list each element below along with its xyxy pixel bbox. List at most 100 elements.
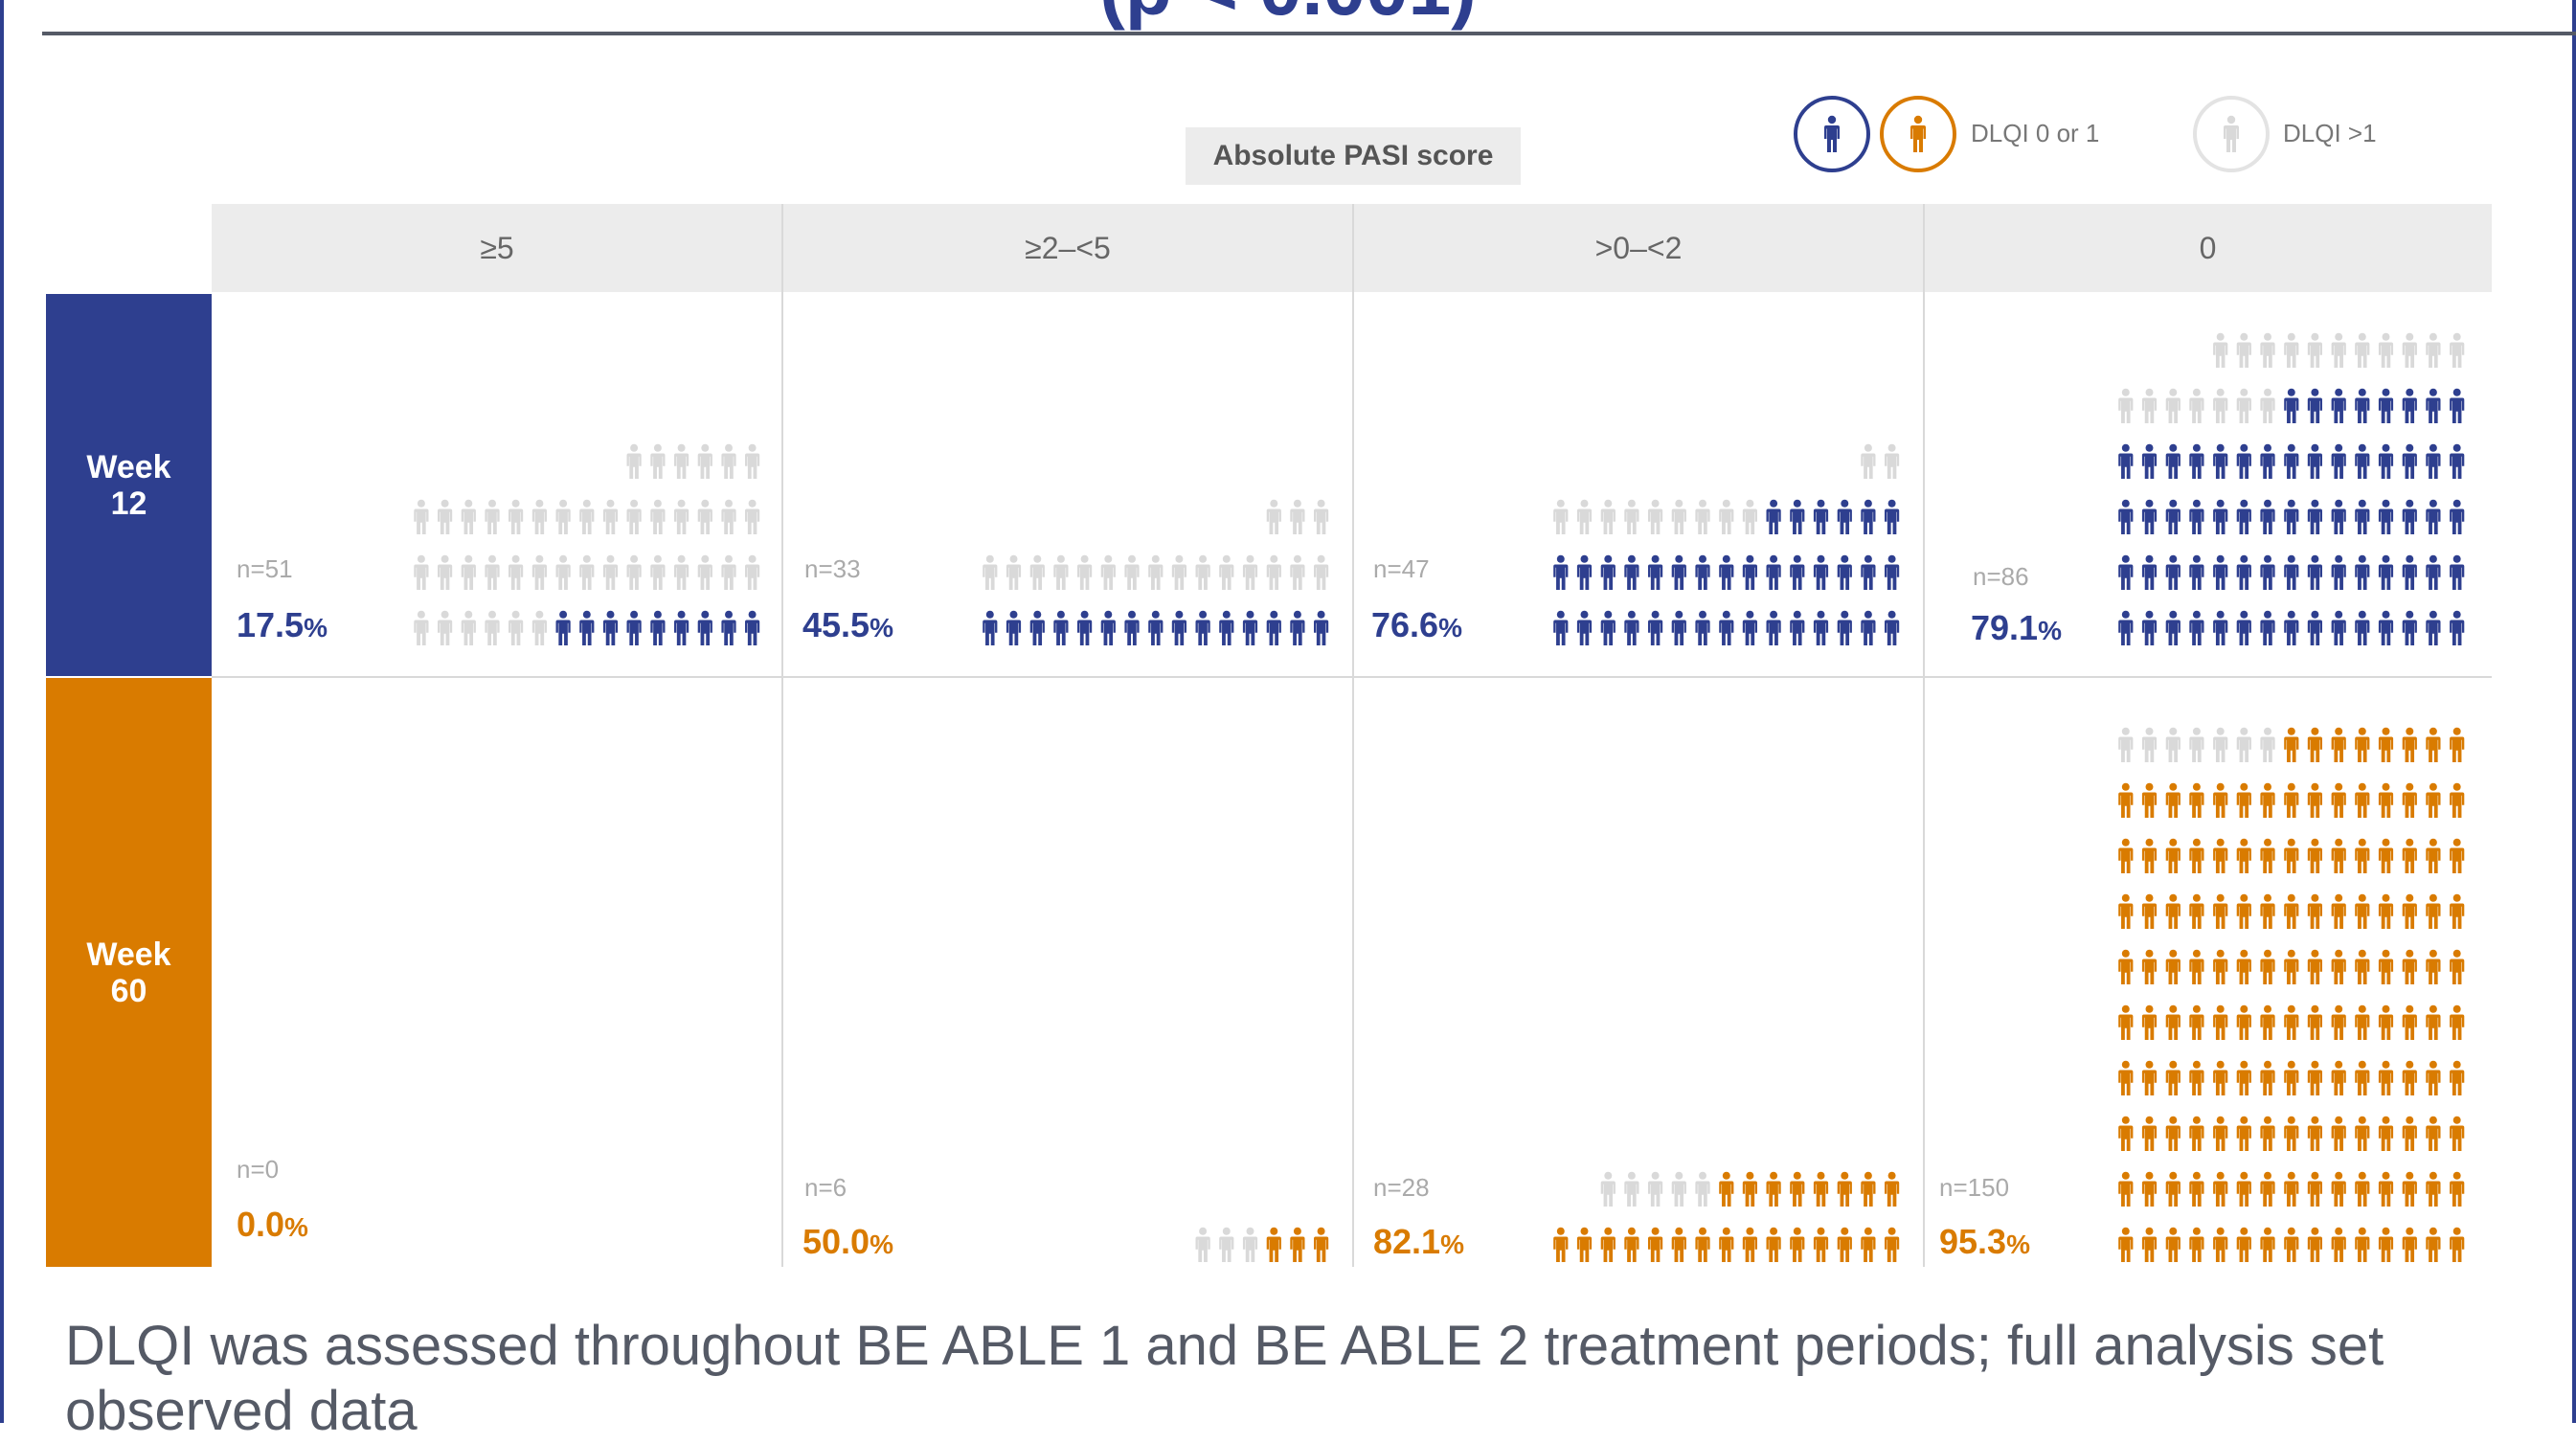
person-icon-nonresponder (1742, 499, 1757, 535)
person-icon-responder (2402, 949, 2417, 985)
person-icon-nonresponder (1242, 554, 1258, 591)
person-icon-responder (2331, 838, 2346, 874)
person-icon-responder (2118, 443, 2134, 480)
person-icon-responder (2118, 1227, 2134, 1263)
person-icon-responder (1219, 610, 1234, 646)
legend-nonresponder-label: DLQI >1 (2283, 119, 2377, 147)
legend-responder-week12-icon (1794, 96, 1870, 172)
person-icon-responder (1053, 610, 1069, 646)
person-icon-responder (1695, 554, 1710, 591)
person-icon-responder (2236, 499, 2251, 535)
person-icon-nonresponder (983, 554, 998, 591)
person-icon-responder (1624, 554, 1639, 591)
person-icon-responder (2402, 1004, 2417, 1041)
person-icon-nonresponder (1600, 499, 1616, 535)
person-icon-responder (2141, 610, 2158, 646)
person-icon-responder (2189, 838, 2204, 874)
person-icon-nonresponder (1124, 554, 1140, 591)
person-icon-responder (2165, 499, 2181, 535)
person-icon-responder (1719, 554, 1734, 591)
person-icon-nonresponder (2189, 727, 2204, 763)
row-label-week12-line2: 12 (110, 485, 147, 522)
person-icon-responder (2378, 949, 2394, 985)
person-icon-nonresponder (2213, 727, 2228, 763)
person-icon-nonresponder (461, 554, 476, 591)
person-icon-nonresponder (602, 554, 619, 591)
person-icon-responder (2118, 1116, 2134, 1152)
person-icon-responder (2141, 499, 2158, 535)
person-icon-nonresponder (1266, 499, 1281, 535)
person-icon-nonresponder (508, 499, 524, 535)
person-icon-responder (1766, 1227, 1781, 1263)
person-icon-responder (2426, 499, 2441, 535)
column-header-0-2: >0–<2 (1594, 230, 1683, 265)
person-icon-responder (2355, 727, 2370, 763)
person-icon-responder (1861, 499, 1876, 535)
person-icon-responder (2402, 1171, 2417, 1207)
person-icon-responder (1266, 610, 1281, 646)
person-icon-responder (2307, 499, 2322, 535)
person-icon-nonresponder (2118, 388, 2134, 424)
person-icon-nonresponder (674, 443, 689, 480)
person-icon-responder (1885, 1227, 1900, 1263)
person-icon-nonresponder (438, 554, 453, 591)
person-icon-nonresponder (674, 499, 689, 535)
person-icon-nonresponder (2236, 727, 2251, 763)
person-icon-responder (2141, 1004, 2158, 1041)
person-icon-responder (2189, 1060, 2204, 1096)
person-icon-responder (2450, 388, 2465, 424)
person-icon-nonresponder (650, 443, 666, 480)
person-icon-responder (2284, 443, 2299, 480)
legend-responder-week60-icon (1880, 96, 1956, 172)
percent-label-w60-c3: 82.1% (1373, 1222, 1464, 1261)
person-icon-responder (2402, 388, 2417, 424)
person-icon-responder (1837, 1227, 1852, 1263)
person-icon-responder (2165, 893, 2181, 930)
person-icon-responder (2426, 610, 2441, 646)
row-label-week60-line1: Week (86, 936, 171, 973)
person-icon-nonresponder (485, 554, 500, 591)
person-icon-responder (2141, 1171, 2158, 1207)
person-icon-nonresponder (626, 554, 642, 591)
person-icon-responder (2426, 1004, 2441, 1041)
person-icon-responder (2165, 443, 2181, 480)
person-icon-nonresponder (2450, 332, 2465, 369)
percent-label-w60-c4: 95.3% (1939, 1222, 2030, 1261)
person-icon-responder (1790, 499, 1805, 535)
person-icon-responder (1600, 610, 1616, 646)
person-icon-responder (2450, 1171, 2465, 1207)
person-icon-nonresponder (438, 499, 453, 535)
person-icon-responder (2426, 443, 2441, 480)
person-icon-responder (2189, 610, 2204, 646)
person-icon-responder (2378, 1060, 2394, 1096)
person-icon-responder (2213, 1004, 2228, 1041)
person-icon-nonresponder (2260, 727, 2275, 763)
person-icon-responder (2426, 838, 2441, 874)
person-icon-responder (2118, 610, 2134, 646)
person-icon-nonresponder (2284, 332, 2299, 369)
person-icon-nonresponder (1553, 499, 1569, 535)
person-icon-responder (1648, 610, 1663, 646)
person-icon-responder (2213, 1227, 2228, 1263)
person-icon-responder (1766, 1171, 1781, 1207)
person-icon-responder (2165, 949, 2181, 985)
person-icon-responder (2118, 782, 2134, 819)
person-icon-responder (2450, 893, 2465, 930)
person-icon-responder (2284, 949, 2299, 985)
person-icon-responder (2402, 893, 2417, 930)
person-icon-responder (1742, 610, 1757, 646)
person-icon-responder (2450, 838, 2465, 874)
person-icon-responder (1813, 554, 1829, 591)
person-icon-responder (2307, 610, 2322, 646)
person-icon-nonresponder (1600, 1171, 1616, 1207)
person-icon-responder (2426, 1060, 2441, 1096)
person-icon-responder (2260, 443, 2275, 480)
legend-responder-label: DLQI 0 or 1 (1971, 119, 2100, 147)
person-icon-nonresponder (579, 499, 595, 535)
person-icon-responder (2189, 499, 2204, 535)
column-divider (1923, 204, 1925, 1267)
person-icon-responder (1695, 610, 1710, 646)
person-icon-nonresponder (485, 499, 500, 535)
person-icon-nonresponder (2141, 388, 2158, 424)
person-icon-responder (2165, 1227, 2181, 1263)
